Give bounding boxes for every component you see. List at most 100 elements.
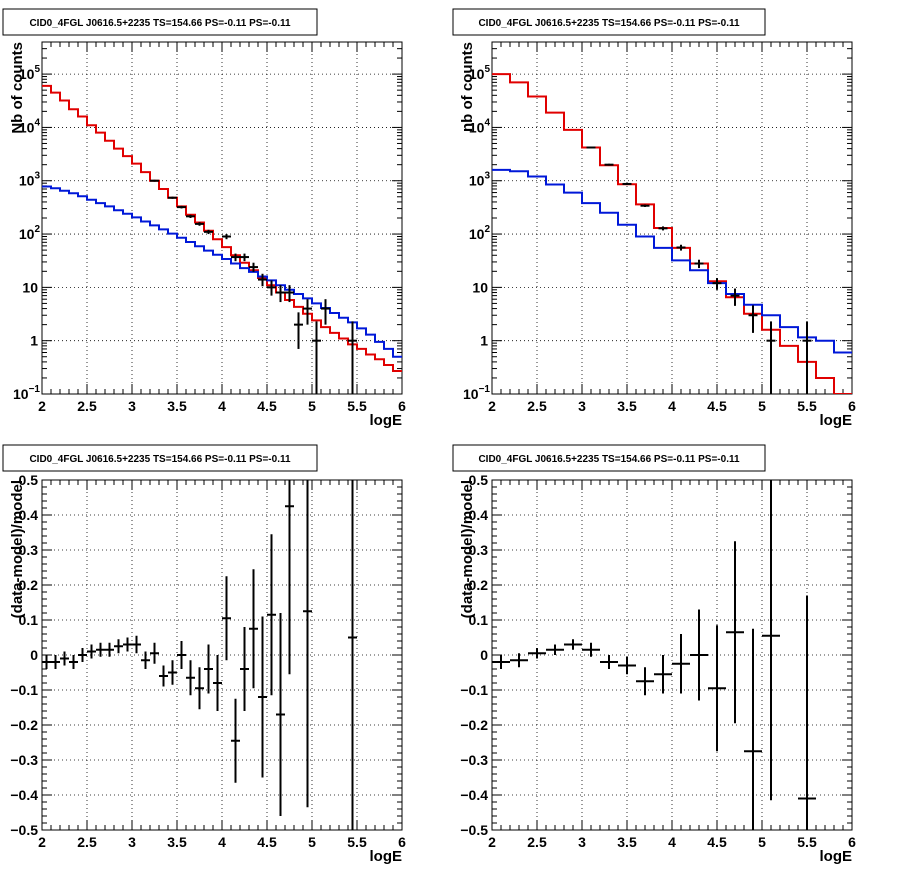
- data-point: [694, 259, 704, 269]
- x-tick-label: 6: [398, 398, 406, 414]
- data-point: [348, 321, 357, 394]
- data-point: [798, 595, 816, 830]
- x-tick-label: 4: [218, 398, 226, 414]
- y-axis-title: nb of counts: [459, 42, 476, 132]
- data-point: [240, 253, 249, 262]
- chart-panel-2: 2 2.5 3 3.5 4 4.5 5 5.5 610−1110102103104105logE…: [452, 8, 856, 429]
- y-tick-label: 0.3: [469, 542, 489, 558]
- y-tick-label: 10−1: [13, 384, 40, 402]
- y-tick-label: 0.1: [19, 612, 39, 628]
- y-tick-label: −0.2: [460, 717, 488, 733]
- x-tick-label: 2.5: [527, 398, 547, 414]
- data-point: [285, 480, 294, 675]
- plot-area: [492, 73, 852, 394]
- data-point: [267, 534, 276, 696]
- data-point: [312, 321, 321, 394]
- x-tick-label: 6: [848, 398, 856, 414]
- axis-ticks: [41, 479, 403, 831]
- x-tick-label: 3.5: [617, 834, 637, 850]
- title-box: [2, 444, 318, 472]
- y-tick-label: −0.1: [460, 682, 488, 698]
- data-point: [712, 277, 722, 290]
- data-point: [195, 667, 204, 710]
- y-tick-label: 0.5: [19, 472, 39, 488]
- data-point: [168, 196, 177, 199]
- x-tick-label: 2: [38, 398, 46, 414]
- x-tick-label: 4: [668, 834, 676, 850]
- data-point: [348, 480, 357, 830]
- data-point: [744, 628, 762, 830]
- plot-area: [42, 84, 402, 394]
- y-tick-label-exponent: 2: [34, 224, 40, 235]
- data-point: [177, 205, 186, 209]
- data-points: [492, 480, 816, 830]
- data-point: [249, 262, 258, 272]
- data-point: [150, 642, 159, 664]
- y-tick-label: 103: [19, 171, 41, 189]
- data-point: [150, 179, 159, 182]
- x-tick-label: 2.5: [77, 398, 97, 414]
- data-point: [303, 480, 312, 808]
- data-point: [762, 480, 780, 801]
- y-tick-label: 1: [30, 333, 38, 349]
- axis-ticks: [41, 41, 403, 395]
- data-point: [492, 655, 510, 669]
- data-point: [159, 665, 168, 687]
- x-tick-label: 3: [578, 834, 586, 850]
- chart-title: CID0_4FGL J0616.5+2235 TS=154.66 PS=-0.1…: [29, 18, 291, 29]
- y-tick-label: 105: [19, 64, 41, 82]
- data-point: [676, 244, 686, 251]
- data-point: [105, 642, 114, 657]
- data-point: [622, 182, 632, 185]
- y-tick-label-exponent: 4: [484, 117, 490, 128]
- data-point: [600, 655, 618, 669]
- y-tick-label: 102: [19, 224, 41, 242]
- plot-area: [492, 480, 816, 830]
- y-tick-label-base: 10: [19, 173, 35, 189]
- chart-title: CID0_4FGL J0616.5+2235 TS=154.66 PS=-0.1…: [478, 454, 740, 465]
- x-tick-label: 4.5: [257, 398, 277, 414]
- x-tick-label: 4.5: [257, 834, 277, 850]
- data-point: [168, 660, 177, 685]
- data-point: [186, 214, 195, 218]
- y-tick-label: 10: [472, 279, 488, 295]
- x-tick-label: 5: [758, 834, 766, 850]
- x-tick-label: 3: [128, 834, 136, 850]
- x-tick-label: 5.5: [347, 398, 367, 414]
- data-point: [708, 625, 726, 752]
- data-point: [766, 321, 776, 394]
- data-point: [141, 651, 150, 669]
- y-tick-label: −0.3: [460, 752, 488, 768]
- y-tick-label: −0.2: [10, 717, 38, 733]
- data-point: [177, 641, 186, 669]
- x-tick-label: 3: [128, 398, 136, 414]
- data-point: [748, 305, 758, 333]
- data-point: [123, 637, 132, 652]
- grid-lines: [492, 42, 852, 394]
- data-point: [636, 667, 654, 696]
- x-tick-label: 2: [488, 398, 496, 414]
- data-point: [87, 644, 96, 659]
- data-point: [114, 639, 123, 654]
- chart-panel-1: 2 2.5 3 3.5 4 4.5 5 5.5 610−1110102103104105logE…: [2, 8, 406, 429]
- y-tick-label: 105: [469, 64, 491, 82]
- data-point: [51, 655, 60, 669]
- x-tick-label: 5: [308, 834, 316, 850]
- y-tick-label-base: 10: [19, 66, 35, 82]
- grid-lines: [492, 480, 852, 830]
- data-point: [60, 651, 69, 666]
- y-axis-title: (data-model)/model: [9, 480, 26, 618]
- data-point: [132, 635, 141, 654]
- y-tick-label-exponent: 3: [484, 171, 490, 182]
- x-tick-label: 3.5: [167, 834, 187, 850]
- data-point: [258, 273, 267, 287]
- data-point: [604, 163, 614, 166]
- component-model-histogram: [492, 168, 852, 354]
- data-point: [213, 655, 222, 711]
- y-tick-label-exponent: 4: [34, 117, 40, 128]
- data-point: [510, 653, 528, 668]
- y-tick-label-exponent: 2: [484, 224, 490, 235]
- y-tick-label: −0.4: [460, 787, 488, 803]
- x-axis-title: logE: [370, 412, 403, 429]
